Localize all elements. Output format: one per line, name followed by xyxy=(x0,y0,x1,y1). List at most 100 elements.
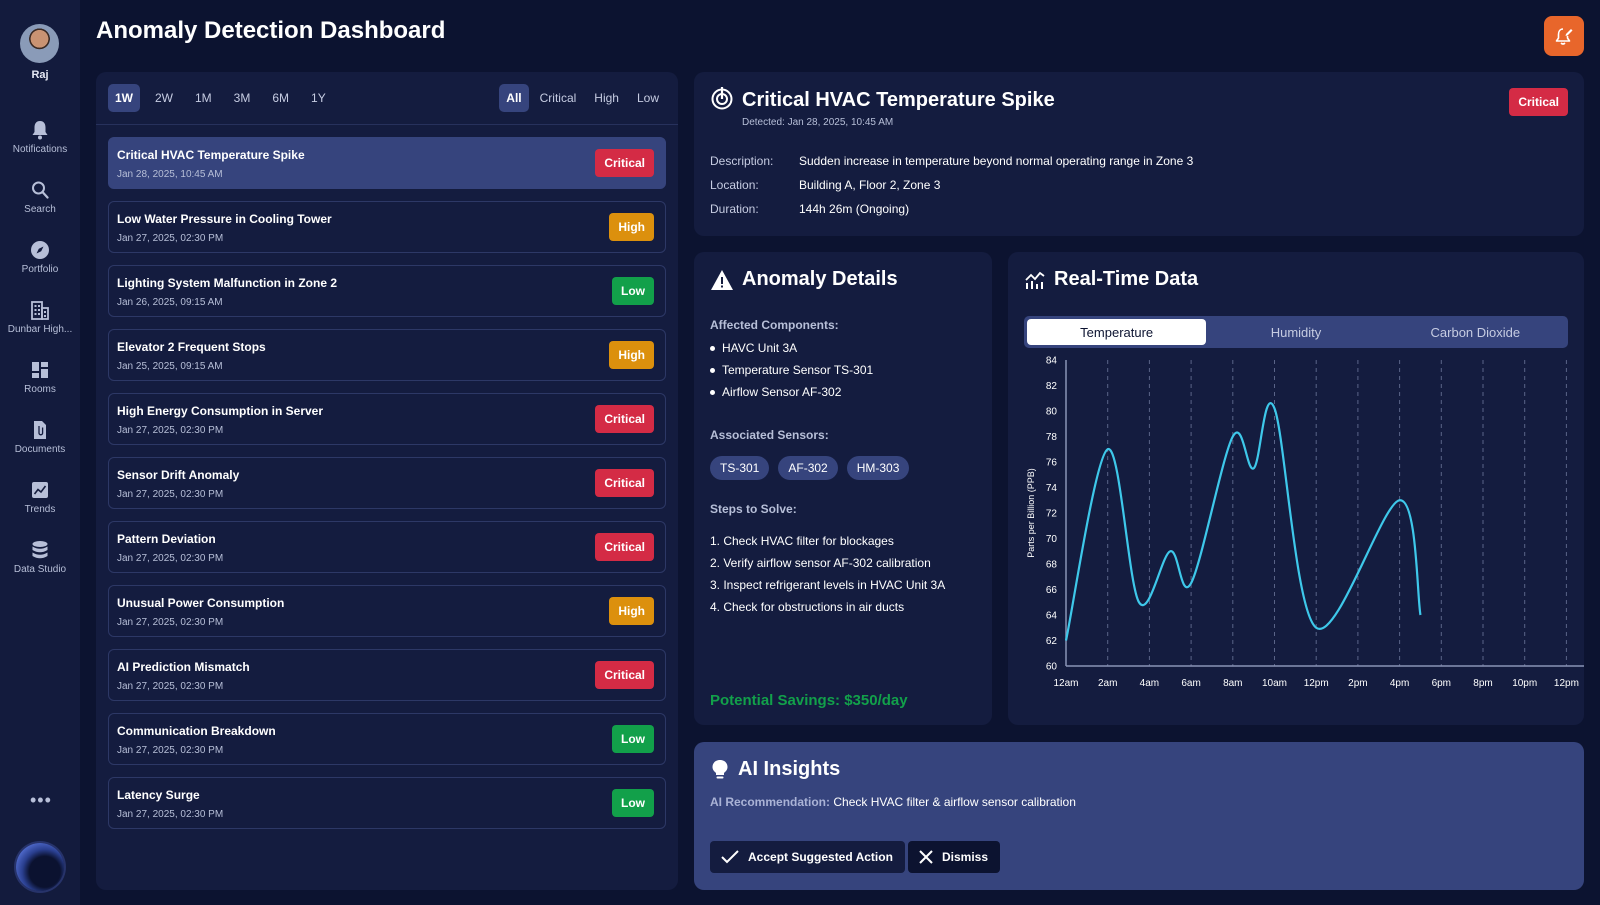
duration-value: 144h 26m (Ongoing) xyxy=(799,202,910,216)
trend-chart-icon xyxy=(32,482,48,498)
filter-tab-critical[interactable]: Critical xyxy=(539,91,577,105)
range-tab-1w[interactable]: 1W xyxy=(108,84,140,112)
affected-components-label: Affected Components: xyxy=(710,318,839,332)
realtime-header: Real-Time Data xyxy=(1024,268,1198,291)
dismiss-button[interactable]: Dismiss xyxy=(908,841,1001,873)
detail-detected-time: Detected: Jan 28, 2025, 10:45 AM xyxy=(742,117,894,128)
sidebar-item-documents[interactable]: Documents xyxy=(0,420,80,470)
sensor-chip[interactable]: AF-302 xyxy=(778,456,838,480)
user-name: Raj xyxy=(31,69,49,81)
sidebar-item-label: Search xyxy=(24,204,56,215)
page-title: Anomaly Detection Dashboard xyxy=(96,17,446,44)
sidebar-item-label: Dunbar High... xyxy=(7,324,73,335)
anomaly-list-item[interactable]: Sensor Drift Anomaly Jan 27, 2025, 02:30 … xyxy=(108,457,666,509)
sidebar-item-rooms[interactable]: Rooms xyxy=(0,360,80,410)
x-tick-label: 10am xyxy=(1262,678,1287,689)
sidebar-item-data-studio[interactable]: Data Studio xyxy=(0,540,80,590)
series-line-0 xyxy=(1064,402,1422,641)
range-tab-3m[interactable]: 3M xyxy=(233,91,251,105)
ai-insights-title: AI Insights xyxy=(738,758,841,780)
tab-carbon-dioxide[interactable]: Carbon Dioxide xyxy=(1430,324,1521,340)
y-tick-label: 68 xyxy=(1046,560,1058,571)
filter-tab-low[interactable]: Low xyxy=(636,91,659,105)
description-label: Description: xyxy=(710,154,774,168)
y-tick-label: 80 xyxy=(1046,407,1058,418)
check-icon xyxy=(721,850,739,864)
anomaly-list-item[interactable]: Low Water Pressure in Cooling Tower Jan 2… xyxy=(108,201,666,253)
ai-recommendation-label: AI Recommendation: xyxy=(710,795,831,809)
anomaly-list-item[interactable]: AI Prediction Mismatch Jan 27, 2025, 02:3… xyxy=(108,649,666,701)
anomaly-details-panel: Anomaly Details Affected Components: HAV… xyxy=(694,252,992,725)
anomaly-list-item[interactable]: Latency Surge Jan 27, 2025, 02:30 PM Low xyxy=(108,777,666,829)
associated-sensors-label: Associated Sensors: xyxy=(710,428,829,442)
y-tick-label: 74 xyxy=(1046,483,1058,494)
more-menu-button[interactable]: ••• xyxy=(30,790,52,810)
x-tick-label: 8pm xyxy=(1473,678,1492,689)
step-item: 3. Inspect refrigerant levels in HVAC Un… xyxy=(710,578,946,592)
range-tab-1y[interactable]: 1Y xyxy=(311,91,326,105)
ai-insights-panel: AI Insights AI Recommendation: Check HVA… xyxy=(694,742,1584,890)
accept-button-label: Accept Suggested Action xyxy=(748,850,893,864)
severity-badge: Critical xyxy=(595,405,654,433)
anomaly-list-item[interactable]: Critical HVAC Temperature Spike Jan 28, 2… xyxy=(108,137,666,189)
sidebar: Raj Notifications Search Portfolio Dun xyxy=(0,0,80,905)
sidebar-item-trends[interactable]: Trends xyxy=(0,480,80,530)
assistant-orb-button[interactable] xyxy=(16,843,64,891)
filter-tab-all[interactable]: All xyxy=(499,84,529,112)
sidebar-item-label: Notifications xyxy=(12,144,68,155)
tab-temperature[interactable]: Temperature xyxy=(1027,319,1207,345)
severity-filter-tabs: All Critical High Low xyxy=(499,84,666,112)
steps-list: 1. Check HVAC filter for blockages 2. Ve… xyxy=(710,530,945,618)
accept-suggested-action-button[interactable]: Accept Suggested Action xyxy=(710,841,905,873)
x-tick-label: 12pm xyxy=(1554,678,1579,689)
avatar[interactable] xyxy=(20,24,59,63)
anomaly-list-item[interactable]: High Energy Consumption in Server Jan 27,… xyxy=(108,393,666,445)
range-tab-1m[interactable]: 1M xyxy=(195,91,212,105)
x-tick-label: 12am xyxy=(1053,678,1078,689)
sidebar-item-search[interactable]: Search xyxy=(0,180,80,230)
x-tick-label: 12pm xyxy=(1304,678,1329,689)
sensor-chip[interactable]: TS-301 xyxy=(710,456,770,480)
step-item: 2. Verify airflow sensor AF-302 calibrat… xyxy=(710,556,931,570)
anomaly-list-item[interactable]: Communication Breakdown Jan 27, 2025, 02:… xyxy=(108,713,666,765)
anomaly-list-item[interactable]: Lighting System Malfunction in Zone 2 Jan… xyxy=(108,265,666,317)
realtime-title: Real-Time Data xyxy=(1054,268,1199,290)
filter-tab-high[interactable]: High xyxy=(594,91,619,105)
step-item: 4. Check for obstructions in air ducts xyxy=(710,600,905,614)
sidebar-item-portfolio[interactable]: Portfolio xyxy=(0,240,80,290)
anomaly-title: Sensor Drift Anomaly xyxy=(117,468,240,482)
y-tick-label: 82 xyxy=(1046,381,1058,392)
anomaly-title: Low Water Pressure in Cooling Tower xyxy=(117,212,332,226)
severity-badge: Low xyxy=(612,789,654,817)
anomaly-list-item[interactable]: Elevator 2 Frequent Stops Jan 25, 2025, 0… xyxy=(108,329,666,381)
x-tick-label: 2am xyxy=(1098,678,1117,689)
duration-row: Duration: 144h 26m (Ongoing) xyxy=(710,202,909,216)
description-value: Sudden increase in temperature beyond no… xyxy=(799,154,1194,168)
analytics-chart-icon xyxy=(1025,271,1045,289)
x-tick-label: 4am xyxy=(1140,678,1159,689)
tab-humidity[interactable]: Humidity xyxy=(1270,324,1322,340)
range-tab-2w[interactable]: 2W xyxy=(155,91,173,105)
anomaly-list-item[interactable]: Unusual Power Consumption Jan 27, 2025, 0… xyxy=(108,585,666,637)
component-item: Temperature Sensor TS-301 xyxy=(710,359,873,381)
lightbulb-icon xyxy=(712,759,728,778)
metric-tabs: Temperature Humidity Carbon Dioxide xyxy=(1024,316,1568,348)
anomaly-list-item[interactable]: Pattern Deviation Jan 27, 2025, 02:30 PM C… xyxy=(108,521,666,573)
sidebar-item-dunbar-high[interactable]: Dunbar High... xyxy=(0,300,80,350)
anomaly-detail-panel: Critical HVAC Temperature Spike Detected… xyxy=(694,72,1584,236)
severity-badge: High xyxy=(609,597,654,625)
sidebar-item-notifications[interactable]: Notifications xyxy=(0,120,80,170)
y-tick-label: 60 xyxy=(1046,662,1058,673)
ai-recommendation: AI Recommendation: Check HVAC filter & a… xyxy=(710,795,1076,809)
alert-button[interactable] xyxy=(1544,16,1584,56)
anomaly-list: Critical HVAC Temperature Spike Jan 28, 2… xyxy=(108,137,666,841)
sensor-chip[interactable]: HM-303 xyxy=(846,456,910,480)
database-icon xyxy=(32,541,48,559)
severity-badge: High xyxy=(609,341,654,369)
bell-icon xyxy=(32,121,48,140)
anomaly-date: Jan 28, 2025, 10:45 AM xyxy=(117,169,223,180)
steps-label: Steps to Solve: xyxy=(710,502,797,516)
range-tab-6m[interactable]: 6M xyxy=(272,91,290,105)
bell-edit-icon xyxy=(1555,28,1573,45)
anomaly-title: Critical HVAC Temperature Spike xyxy=(117,148,305,162)
